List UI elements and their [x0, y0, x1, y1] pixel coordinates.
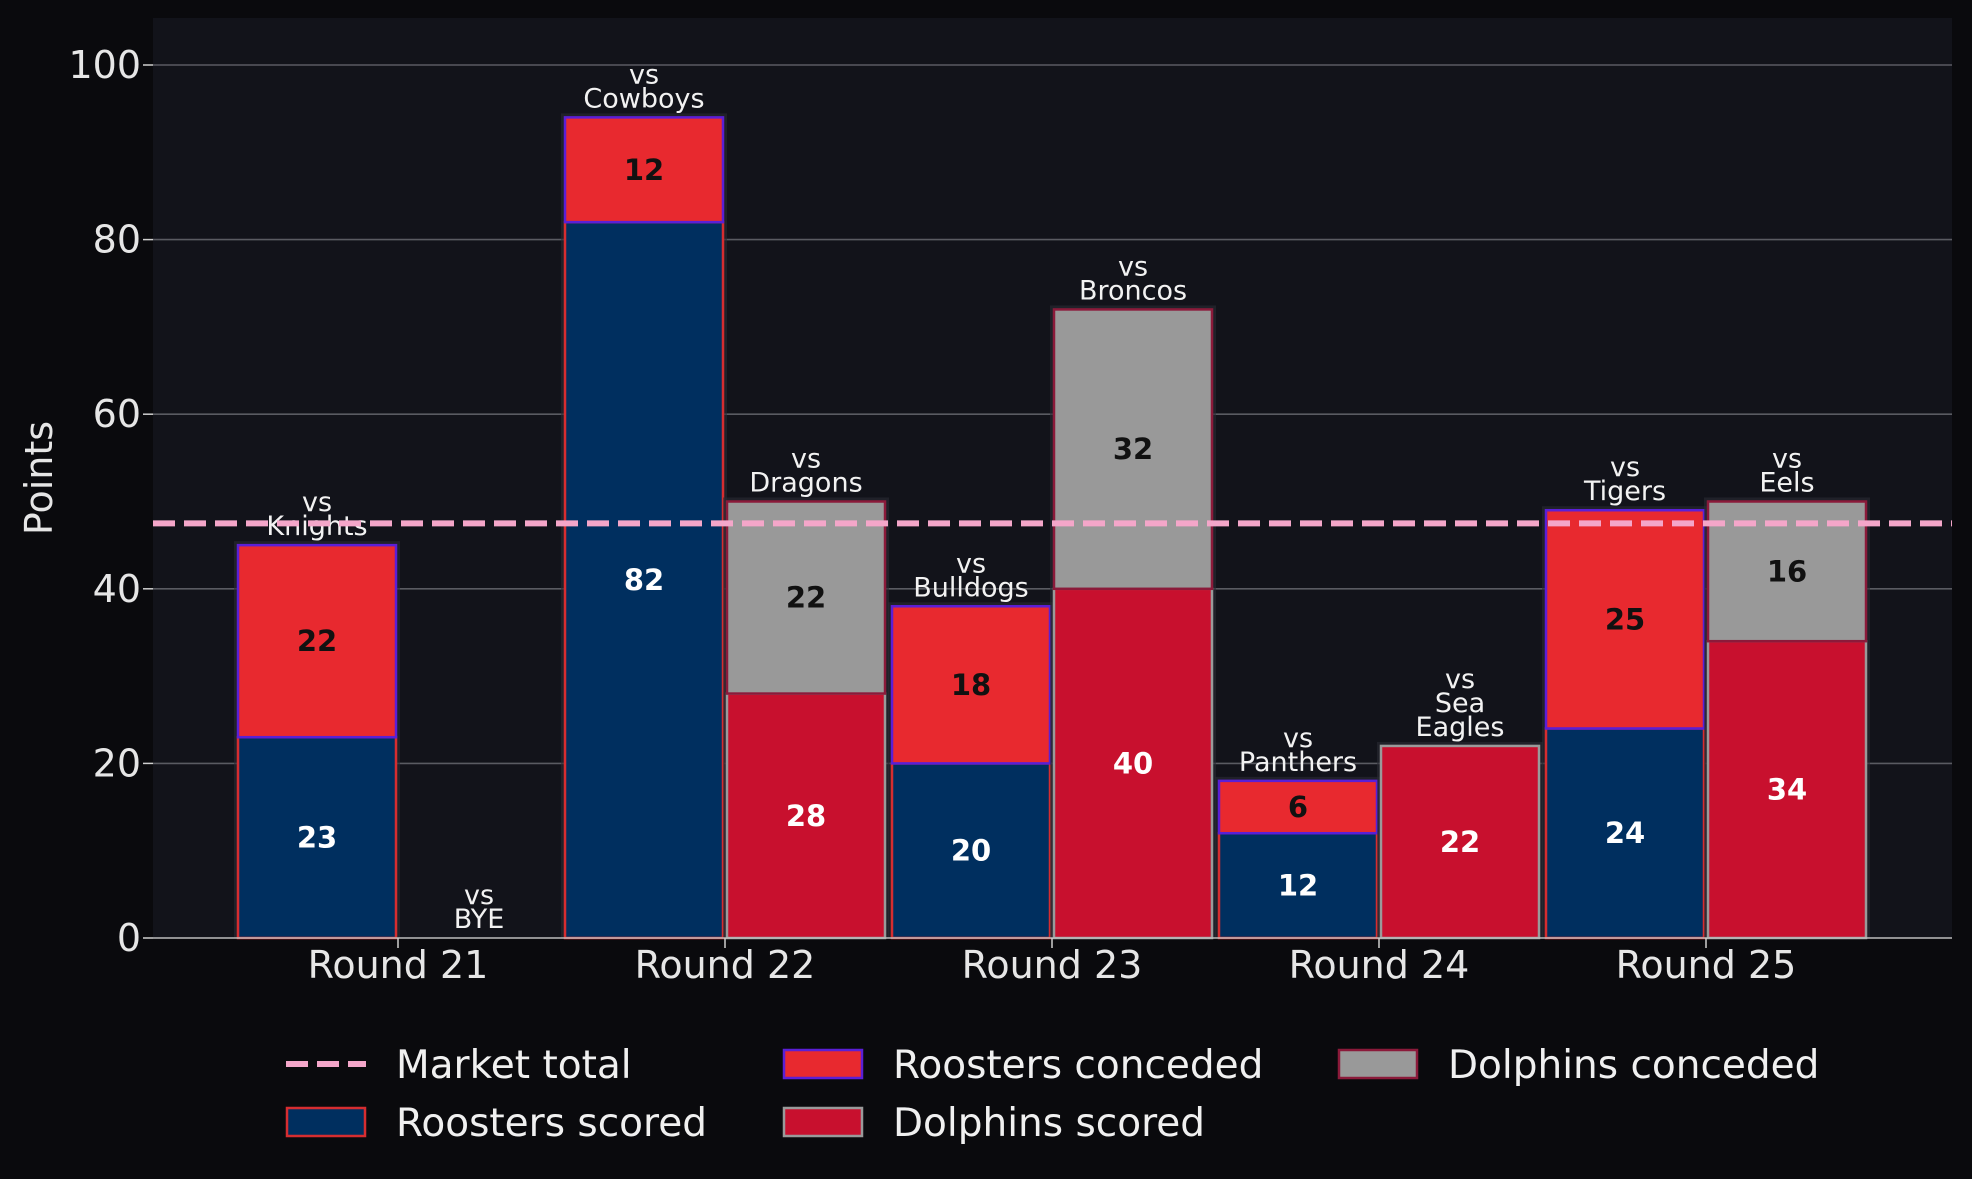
roosters-opponent-label: Bulldogs [913, 572, 1029, 603]
roosters-bar-lower [1217, 831, 1379, 940]
roosters-bar-lower [890, 762, 1052, 940]
roosters-bar-upper [890, 605, 1052, 765]
dolphins-bar-upper [1052, 308, 1214, 591]
dolphins-value-label: 28 [786, 799, 826, 833]
dolphins-opponent-label: vs [1445, 664, 1475, 695]
y-tick-label-60: 60 [93, 392, 141, 436]
x-tick-label: Round 22 [635, 943, 816, 987]
roosters-opponent-label: Knights [266, 511, 367, 542]
roosters-opponent-label: vs [302, 487, 332, 518]
roosters-bar-lower [563, 220, 725, 940]
dolphins-bar-upper [725, 500, 887, 695]
dolphins-bar-lower [1052, 587, 1214, 940]
x-tick-label: Round 21 [308, 943, 489, 987]
dolphins-opponent-label: Dragons [749, 468, 862, 499]
dolphins-opponent-label: vs [1772, 444, 1802, 475]
legend-roosters-scored-label: Roosters scored [396, 1101, 707, 1146]
roosters-opponent-label: vs [629, 59, 659, 90]
dolphins-value-label: 22 [1440, 825, 1480, 859]
dolphins-opponent-label: Eagles [1416, 712, 1505, 743]
dolphins-opponent-label: Eels [1759, 468, 1814, 499]
x-tick-label: Round 23 [962, 943, 1143, 987]
roosters-opponent-label: vs [1610, 452, 1640, 483]
y-axis-title: Points [17, 421, 61, 535]
roosters-value-label: 82 [624, 563, 664, 597]
x-tick-label: Round 25 [1616, 943, 1797, 987]
roosters-value-label: 22 [297, 624, 337, 658]
dolphins-opponent-label: Broncos [1079, 275, 1187, 306]
roosters-value-label: 6 [1288, 790, 1308, 824]
dolphins-value-label: 34 [1767, 773, 1807, 807]
legend-roosters-scored-swatch [285, 1106, 367, 1138]
roosters-value-label: 24 [1605, 816, 1645, 850]
legend-roosters-conceded-label: Roosters conceded [893, 1043, 1263, 1088]
legend-dolphins-conceded-swatch [1337, 1048, 1419, 1080]
roosters-bar-upper [1544, 508, 1706, 730]
axis-ticks: 0 20 40 60 80 100 Round 21 Round 22 Round 23 Roun… [68, 43, 1796, 987]
roosters-value-label: 12 [1278, 869, 1318, 903]
dolphins-bar-lower [1379, 744, 1541, 940]
dolphins-value-label: 32 [1113, 432, 1153, 466]
roosters-opponent-label: Panthers [1239, 747, 1357, 778]
y-tick-label-20: 20 [93, 741, 141, 785]
roosters-value-label: 25 [1605, 602, 1645, 636]
legend-roosters-conceded-swatch [782, 1048, 864, 1080]
roosters-opponent-label: vs [956, 548, 986, 579]
roosters-opponent-label: vs [1283, 723, 1313, 754]
bars [234, 113, 1870, 940]
roosters-value-label: 12 [624, 153, 664, 187]
roosters-bar-upper [1217, 779, 1379, 835]
y-tick-label-40: 40 [93, 567, 141, 611]
roosters-opponent-label: Cowboys [583, 83, 704, 114]
dolphins-opponent-label: vs [791, 444, 821, 475]
dolphins-value-label: 22 [786, 581, 826, 615]
legend-dolphins-scored-label: Dolphins scored [893, 1101, 1205, 1146]
roosters-bar-upper [563, 116, 725, 224]
y-tick-label-0: 0 [117, 916, 141, 960]
dolphins-bar-lower [1706, 639, 1868, 940]
roosters-bar-upper [236, 543, 398, 739]
roosters-opponent-label: Tigers [1583, 476, 1666, 507]
dolphins-value-label: 16 [1767, 554, 1807, 588]
legend-dolphins-conceded-label: Dolphins conceded [1448, 1043, 1819, 1088]
roosters-bar-lower [236, 735, 398, 940]
roosters-value-label: 18 [951, 668, 991, 702]
dolphins-bar-lower [725, 692, 887, 940]
legend: Market total Roosters scored Roosters co… [285, 1043, 1819, 1146]
roosters-value-label: 20 [951, 834, 991, 868]
x-tick-label: Round 24 [1289, 943, 1470, 987]
y-tick-label-100: 100 [68, 43, 141, 87]
dolphins-opponent-label: vs [1118, 251, 1148, 282]
legend-dolphins-scored-swatch [782, 1106, 864, 1138]
y-tick-label-80: 80 [93, 218, 141, 262]
dolphins-opponent-label: Sea [1435, 688, 1485, 719]
labels: 2322vsKnightsvsBYE82122822vsCowboysvsDra… [266, 59, 1814, 935]
dolphins-opponent-label: BYE [454, 904, 505, 935]
legend-market-total-label: Market total [396, 1043, 632, 1088]
dolphins-value-label: 40 [1113, 746, 1153, 780]
roosters-value-label: 23 [297, 821, 337, 855]
dolphins-opponent-label: vs [464, 880, 494, 911]
